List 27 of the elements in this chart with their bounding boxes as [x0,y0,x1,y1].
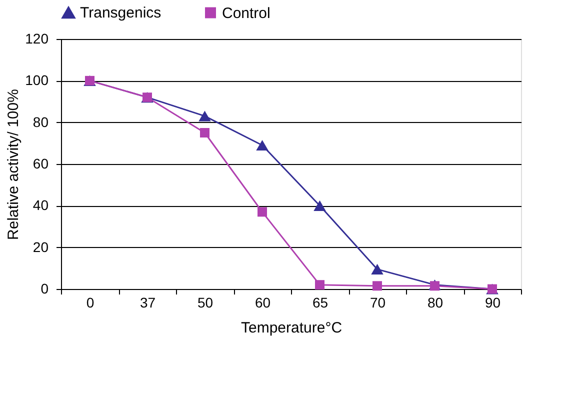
y-tick-label: 40 [32,197,49,214]
x-tick-label: 80 [427,294,444,310]
y-tick-label: 60 [32,156,49,172]
y-tick-label: 120 [25,30,49,46]
point [200,128,210,138]
x-tick-label: 70 [370,294,386,310]
x-tick-label: 60 [254,294,271,310]
x-axis-title: Temperature°C [240,320,342,336]
point [258,207,267,217]
point [315,280,324,290]
y-axis-title: Relative activity/ 100% [5,89,22,240]
legend-label: Control [222,4,270,22]
x-tick-label: 37 [140,294,156,310]
point [372,281,382,291]
x-tick-label: 90 [484,294,501,310]
y-tick-label: 80 [32,114,49,130]
legend-label: Transgenics [80,4,162,22]
y-tick-label: 0 [40,280,49,296]
x-tick-label: 0 [86,294,94,310]
point [256,140,268,151]
point [314,200,326,211]
y-tick-label: 20 [32,238,49,255]
point [198,110,211,122]
x-tick-label: 50 [197,294,214,310]
point [371,264,384,275]
x-tick-label: 65 [312,294,328,310]
y-tick-label: 100 [25,72,49,88]
